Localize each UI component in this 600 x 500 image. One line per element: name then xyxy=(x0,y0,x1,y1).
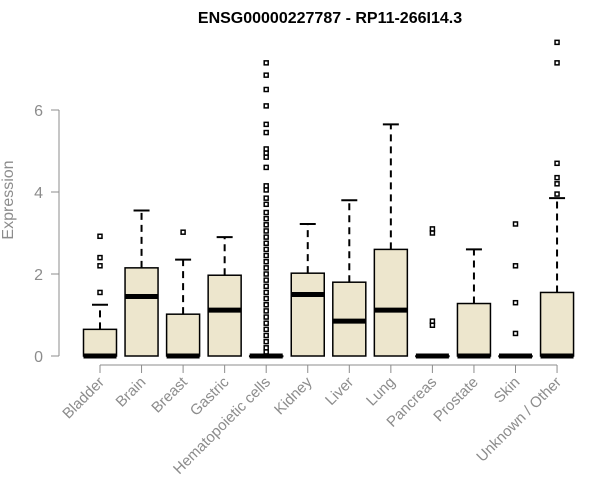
box-iqr xyxy=(456,302,492,357)
x-tick-label: Prostate xyxy=(430,374,482,426)
y-tick-label: 2 xyxy=(34,267,43,284)
box-brain xyxy=(124,209,159,357)
x-tick-label: Kidney xyxy=(271,373,316,418)
outlier-point xyxy=(263,215,269,222)
box-bladder xyxy=(82,233,118,359)
y-tick-label: 4 xyxy=(34,185,43,202)
x-tick-label: Liver xyxy=(322,374,357,409)
outlier-point xyxy=(554,191,560,197)
box-breast xyxy=(165,229,201,359)
box-iqr xyxy=(82,328,118,357)
box-kidney xyxy=(290,222,325,357)
boxes xyxy=(82,39,575,359)
outlier-point xyxy=(263,314,269,320)
outlier-point xyxy=(263,271,269,277)
outlier-point xyxy=(263,240,269,246)
outlier-point xyxy=(263,201,269,208)
outlier-point xyxy=(97,254,103,261)
outlier-point xyxy=(97,289,103,296)
box-iqr xyxy=(207,274,242,357)
outlier-point xyxy=(263,60,269,66)
outlier-point xyxy=(263,302,269,308)
outlier-point xyxy=(263,345,269,351)
x-tick-label: Brain xyxy=(113,374,150,411)
outlier-point xyxy=(263,246,269,253)
outlier-point xyxy=(263,252,269,259)
outlier-point xyxy=(263,258,269,265)
outlier-point xyxy=(263,320,269,326)
outlier-point xyxy=(263,228,269,234)
outlier-point xyxy=(263,265,269,271)
box-iqr xyxy=(124,267,159,357)
outlier-point xyxy=(97,233,103,240)
outlier-point xyxy=(263,121,269,128)
outlier-point xyxy=(512,330,519,337)
box-iqr xyxy=(290,272,325,357)
box-iqr xyxy=(373,248,409,357)
outlier-point xyxy=(263,195,269,201)
outlier-point xyxy=(263,338,269,345)
box-skin xyxy=(498,221,533,359)
outlier-point xyxy=(263,222,269,228)
outlier-point xyxy=(263,277,269,283)
box-pancreas xyxy=(415,226,450,359)
outlier-point xyxy=(263,209,269,216)
outlier-point xyxy=(554,60,560,66)
outlier-point xyxy=(263,326,269,333)
box-liver xyxy=(332,199,367,357)
outlier-point xyxy=(512,263,519,269)
chart-title: ENSG00000227787 - RP11-266I14.3 xyxy=(198,10,462,27)
box-lung xyxy=(373,123,409,357)
outlier-point xyxy=(180,229,186,235)
box-gastric xyxy=(207,236,242,357)
box-prostate xyxy=(456,248,492,359)
box-iqr xyxy=(539,291,575,357)
outlier-point xyxy=(554,160,560,167)
box-unknown-other xyxy=(539,39,575,359)
box-iqr xyxy=(165,313,201,357)
x-tick-label: Breast xyxy=(148,373,191,416)
y-tick-label: 6 xyxy=(34,103,43,120)
outlier-point xyxy=(97,263,103,269)
x-tick-label: Bladder xyxy=(59,374,108,423)
outlier-point xyxy=(512,221,519,227)
y-tick-label: 0 xyxy=(34,349,43,366)
box-hematopoietic-cells xyxy=(248,60,284,359)
outlier-point xyxy=(263,129,269,136)
y-axis-label: Expression xyxy=(0,160,17,239)
outlier-point xyxy=(554,174,560,181)
outlier-point xyxy=(263,295,269,302)
outlier-point xyxy=(554,181,560,187)
outlier-point xyxy=(263,183,269,189)
x-tick-label: Lung xyxy=(363,374,399,410)
outlier-point xyxy=(554,39,560,46)
outlier-point xyxy=(263,72,269,78)
outlier-point xyxy=(263,146,269,152)
outlier-point xyxy=(263,283,269,290)
outlier-point xyxy=(263,103,269,109)
outlier-point xyxy=(263,164,269,171)
outlier-point xyxy=(512,299,519,306)
outlier-point xyxy=(263,289,269,296)
outlier-point xyxy=(429,318,436,324)
outlier-point xyxy=(429,226,436,232)
outlier-point xyxy=(263,234,269,240)
outlier-point xyxy=(263,332,269,339)
x-tick-label: Skin xyxy=(491,374,524,407)
outlier-point xyxy=(263,86,269,93)
y-ticks: 0 2 4 6 xyxy=(34,103,59,366)
outlier-point xyxy=(263,308,269,314)
